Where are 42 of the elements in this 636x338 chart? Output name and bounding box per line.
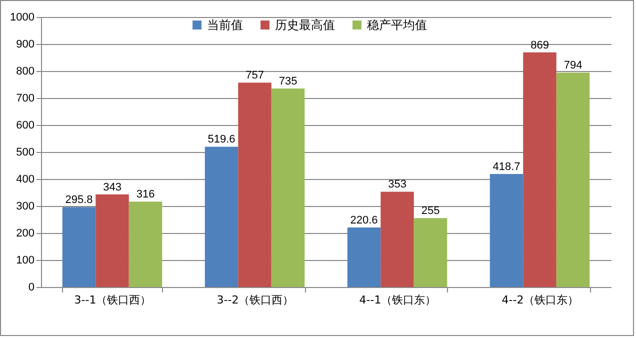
data-label: 353 xyxy=(388,178,406,191)
y-tick-label: 100 xyxy=(16,254,34,266)
data-label: 869 xyxy=(530,39,549,52)
data-label: 519.6 xyxy=(208,134,236,146)
data-label: 220.6 xyxy=(350,214,378,226)
bar xyxy=(414,218,448,287)
bar xyxy=(271,88,305,287)
y-tick-label: 600 xyxy=(16,120,34,132)
legend-label: 当前值 xyxy=(207,18,243,32)
bar xyxy=(204,146,238,287)
y-tick-label: 200 xyxy=(16,228,34,240)
bar xyxy=(380,192,414,287)
bar xyxy=(347,227,381,287)
bar xyxy=(238,82,272,287)
data-label: 418.7 xyxy=(492,160,520,173)
bar xyxy=(556,72,590,287)
data-label: 316 xyxy=(136,188,155,201)
x-tick-label: 4--2（铁口东） xyxy=(502,294,579,306)
bar xyxy=(128,202,162,287)
bar xyxy=(523,52,556,287)
data-label: 255 xyxy=(421,205,440,218)
data-label: 295.8 xyxy=(65,194,93,206)
y-tick-label: 800 xyxy=(16,66,34,78)
legend-label: 稳产平均值 xyxy=(367,18,427,32)
data-label: 735 xyxy=(278,76,298,88)
y-tick-label: 300 xyxy=(16,200,34,212)
bar xyxy=(96,194,129,287)
data-label: 757 xyxy=(246,70,264,82)
x-tick-label: 4--1（铁口东） xyxy=(359,294,436,306)
y-tick-label: 0 xyxy=(28,282,34,294)
data-label: 343 xyxy=(103,181,122,194)
y-tick-label: 700 xyxy=(16,92,34,104)
y-tick-label: 1000 xyxy=(10,12,34,24)
bar xyxy=(490,174,524,287)
y-tick-label: 900 xyxy=(16,38,34,50)
y-tick-label: 500 xyxy=(16,146,34,158)
x-tick-label: 3--1（铁口西） xyxy=(74,294,152,306)
legend-label: 历史最高值 xyxy=(275,18,335,32)
data-label: 794 xyxy=(564,60,582,72)
x-tick-label: 3--2（铁口西） xyxy=(216,294,294,306)
bar xyxy=(62,207,96,287)
y-tick-label: 400 xyxy=(16,174,34,186)
